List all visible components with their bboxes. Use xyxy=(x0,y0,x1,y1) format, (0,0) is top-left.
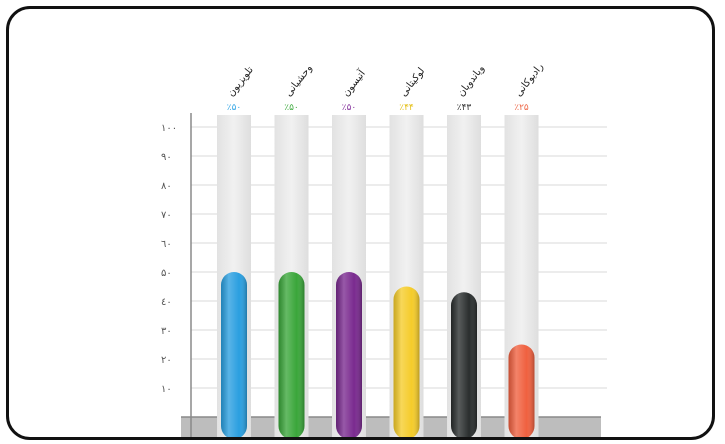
bar-highlight xyxy=(508,344,535,437)
y-tick-label: ۲۰ xyxy=(161,355,172,366)
bar-value-label: ٪۵۰ xyxy=(227,103,242,113)
bar-chart: ۱۰۰ ۹۰ ۸۰ ۷۰ ٦۰ ۵۰ ٤۰ ۳۰ ۲۰ ۱۰ ٪۵۰ تلویزیون ٪۵۰ وحشیا… xyxy=(161,61,607,437)
bar-highlight xyxy=(451,292,477,437)
category-label: آتیسون xyxy=(339,66,368,99)
y-tick-label: ۳۰ xyxy=(161,326,172,337)
bar-highlight xyxy=(221,272,247,437)
bar-highlight xyxy=(278,272,305,437)
bar-value-label: ٪۴۴ xyxy=(399,103,414,113)
bar-value-label: ٪۵۰ xyxy=(342,103,357,113)
y-tick-label: ۱۰۰ xyxy=(161,123,177,134)
bar-value-label: ٪۴۳ xyxy=(457,103,472,113)
bar-value-label: ٪۲۵ xyxy=(514,103,529,113)
y-tick-label: ٤۰ xyxy=(161,297,172,308)
y-tick-label: ۱۰ xyxy=(161,384,172,395)
y-tick-label: ٦۰ xyxy=(161,239,172,250)
y-tick-label: ۹۰ xyxy=(161,152,172,163)
category-label: ویاندویان xyxy=(456,63,487,99)
category-label: وحشیانی xyxy=(283,63,315,99)
category-label: لوکیتانی xyxy=(398,66,427,99)
bar-highlight xyxy=(336,272,362,437)
y-tick-label: ۸۰ xyxy=(161,181,172,192)
category-label: رادیوکانی xyxy=(513,61,546,99)
y-tick-label: ۷۰ xyxy=(161,210,172,221)
bar-highlight xyxy=(393,286,420,437)
chart-frame: ۱۰۰ ۹۰ ۸۰ ۷۰ ٦۰ ۵۰ ٤۰ ۳۰ ۲۰ ۱۰ ٪۵۰ تلویزیون ٪۵۰ وحشیا… xyxy=(6,6,715,440)
category-label: تلویزیون xyxy=(226,64,256,98)
y-tick-label: ۵۰ xyxy=(161,268,172,279)
bar-value-label: ٪۵۰ xyxy=(284,103,299,113)
